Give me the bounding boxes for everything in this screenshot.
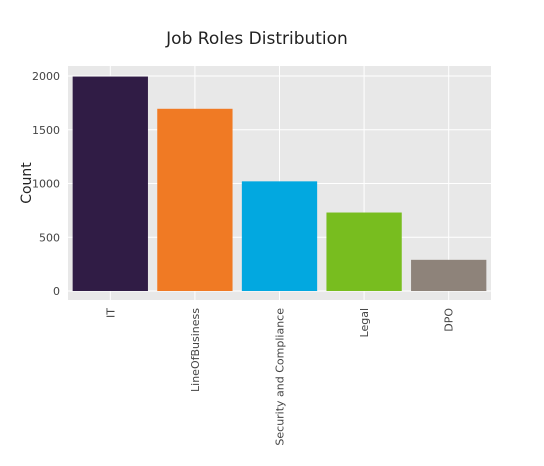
- bar-lineofbusiness[interactable]: [157, 108, 233, 291]
- x-axis: IT LineOfBusiness Security and Compliance L…: [104, 308, 455, 446]
- y-axis: 0 500 1000 1500 2000: [32, 70, 60, 298]
- y-tick-label: 0: [53, 285, 60, 298]
- bar-legal[interactable]: [326, 212, 402, 291]
- x-tick-label: LineOfBusiness: [189, 308, 202, 392]
- y-tick-label: 1500: [32, 124, 60, 137]
- x-tick-label: Security and Compliance: [274, 308, 287, 446]
- y-tick-label: 2000: [32, 70, 60, 83]
- y-axis-title: Count: [19, 162, 35, 204]
- bar-it[interactable]: [72, 76, 148, 291]
- bar-layer: [72, 76, 487, 291]
- x-tick-label: DPO: [443, 308, 456, 332]
- y-tick-label: 1000: [32, 178, 60, 191]
- bar-security-and-compliance[interactable]: [241, 181, 318, 291]
- y-tick-label: 500: [39, 231, 60, 244]
- x-tick-label: Legal: [358, 308, 371, 337]
- bar-dpo[interactable]: [411, 259, 487, 291]
- chart-title: Job Roles Distribution: [165, 29, 348, 49]
- x-tick-label: IT: [104, 308, 117, 318]
